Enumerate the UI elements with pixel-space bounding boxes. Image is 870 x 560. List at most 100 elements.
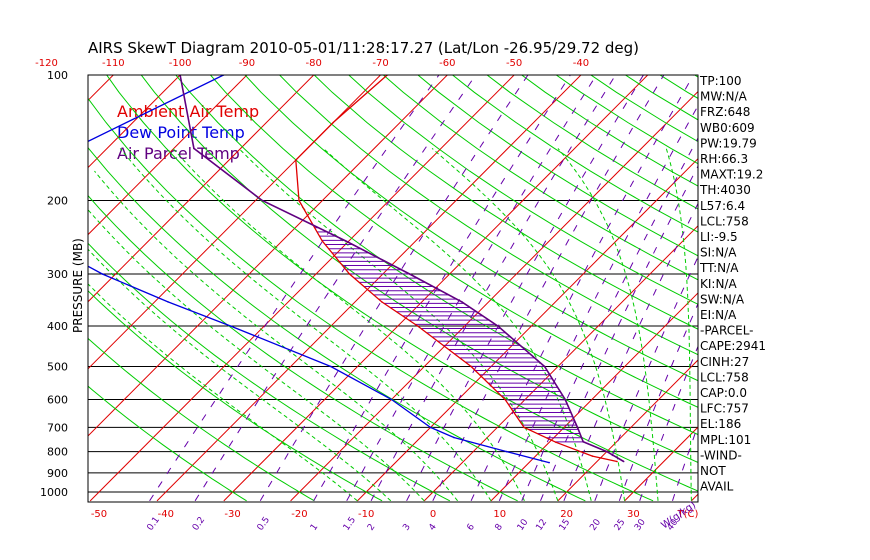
legend-entry-dewpoint: Dew Point Temp xyxy=(117,123,245,142)
dry-adiabat xyxy=(764,56,870,501)
mixing-ratio-label: 2 xyxy=(366,522,377,532)
data-point xyxy=(622,460,625,463)
data-point xyxy=(555,441,557,444)
index-entry: SW:N/A xyxy=(700,292,745,306)
data-point xyxy=(167,301,169,303)
bottom-temp-tick-label: 10 xyxy=(493,509,506,520)
mixing-ratio-label: 12 xyxy=(534,518,549,533)
top-temp-tick-label: -110 xyxy=(102,58,125,69)
mixing-ratio-line xyxy=(194,75,477,502)
index-entry: LFC:757 xyxy=(700,402,749,416)
dry-adiabat xyxy=(88,290,383,502)
data-point xyxy=(332,121,335,124)
moist-adiabat xyxy=(431,148,626,501)
data-point xyxy=(1,200,3,202)
index-entry: MPL:101 xyxy=(700,433,751,447)
data-point xyxy=(348,273,351,275)
top-temp-tick-label: -120 xyxy=(35,58,58,69)
isotherm xyxy=(357,157,698,502)
series-layer xyxy=(1,75,625,464)
moist-adiabat xyxy=(238,148,559,501)
dry-adiabat xyxy=(140,75,698,464)
bottom-temp-tick-label: -40 xyxy=(158,509,174,520)
mixing-ratio-label: 1 xyxy=(309,522,320,532)
x-axis-unit-label: T(C) xyxy=(677,509,699,520)
dry-adiabat xyxy=(106,75,698,492)
isotherm xyxy=(290,90,698,502)
mixing-ratio-label: 0.5 xyxy=(256,515,272,532)
mixing-ratio-label: 20 xyxy=(588,517,603,532)
bottom-temp-tick-label: -30 xyxy=(224,509,240,520)
mixing-ratio-line xyxy=(470,75,694,502)
mixing-ratio-label: 1.5 xyxy=(342,515,358,532)
isotherm xyxy=(88,75,449,437)
bottom-temp-tick-label: -50 xyxy=(91,509,107,520)
mixing-ratio-label: 8 xyxy=(493,522,505,533)
index-entry: FRZ:648 xyxy=(700,105,750,119)
index-entry: MAXT:19.2 xyxy=(700,168,763,182)
dry-adiabat xyxy=(209,75,698,408)
pressure-tick-label: 200 xyxy=(47,195,68,208)
isotherm xyxy=(423,225,698,502)
index-entry: LCL:758 xyxy=(700,370,749,384)
moist-adiabat xyxy=(665,148,692,501)
dry-adiabat xyxy=(417,75,698,257)
series-line-ambient-air-temp xyxy=(295,75,618,463)
bottom-temp-tick-label: -10 xyxy=(358,509,374,520)
data-point xyxy=(41,240,43,242)
index-entry: -PARCEL- xyxy=(700,324,754,338)
data-point xyxy=(523,426,525,429)
data-point xyxy=(298,199,300,202)
mixing-ratio-line xyxy=(639,345,698,501)
dry-adiabat xyxy=(348,75,698,305)
dry-adiabat xyxy=(88,385,247,502)
index-entry: KI:N/A xyxy=(700,277,737,291)
dry-adiabat xyxy=(88,146,586,502)
isotherm xyxy=(89,75,515,502)
plot-frame xyxy=(87,74,699,503)
mixing-ratio-label: 0.2 xyxy=(191,515,207,532)
data-point xyxy=(101,273,104,275)
moist-adiabat xyxy=(88,248,392,502)
top-temp-tick-label: -60 xyxy=(439,58,455,69)
data-point xyxy=(390,398,393,401)
index-entry: LI:-9.5 xyxy=(700,230,738,244)
mixing-ratio-line xyxy=(313,75,571,502)
data-point xyxy=(582,441,584,443)
isotherm xyxy=(758,56,870,501)
moist-adiabat xyxy=(88,283,358,502)
index-entry: SI:N/A xyxy=(700,246,737,260)
pressure-tick-label: 1000 xyxy=(40,486,68,499)
moist-adiabat xyxy=(119,148,492,502)
index-entry: TH:4030 xyxy=(699,183,751,197)
isotherm xyxy=(88,75,248,236)
data-point xyxy=(344,240,347,242)
data-point xyxy=(591,455,594,457)
top-temp-tick-label: -40 xyxy=(573,58,589,69)
data-point xyxy=(497,325,499,327)
isotherm xyxy=(557,359,698,502)
data-point xyxy=(461,301,463,303)
dry-adiabat xyxy=(244,75,698,382)
dry-adiabat xyxy=(88,337,315,502)
cape-hatch xyxy=(314,227,584,443)
mixing-ratio-line xyxy=(259,75,529,502)
mixing-ratio-label: 3 xyxy=(401,522,412,532)
mixing-ratio-line xyxy=(521,137,698,501)
data-point xyxy=(453,436,455,439)
mixing-ratio-line xyxy=(672,423,698,501)
data-point xyxy=(294,159,297,161)
pressure-tick-label: 700 xyxy=(47,421,68,434)
index-entry: PW:19.79 xyxy=(700,136,757,150)
mixing-ratio-line xyxy=(594,255,698,501)
mixing-ratio-line xyxy=(498,104,698,502)
index-entry: AVAIL xyxy=(700,480,734,494)
mixing-ratio-line xyxy=(540,165,698,501)
bottom-temp-tick-label: -20 xyxy=(291,509,307,520)
data-point xyxy=(576,426,579,429)
legend-entry-ambient: Ambient Air Temp xyxy=(117,102,259,121)
index-entry: RH:66.3 xyxy=(700,152,748,166)
chart-title: AIRS SkewT Diagram 2010-05-01/11:28:17.2… xyxy=(88,39,639,57)
moist-adiabat xyxy=(94,170,458,502)
